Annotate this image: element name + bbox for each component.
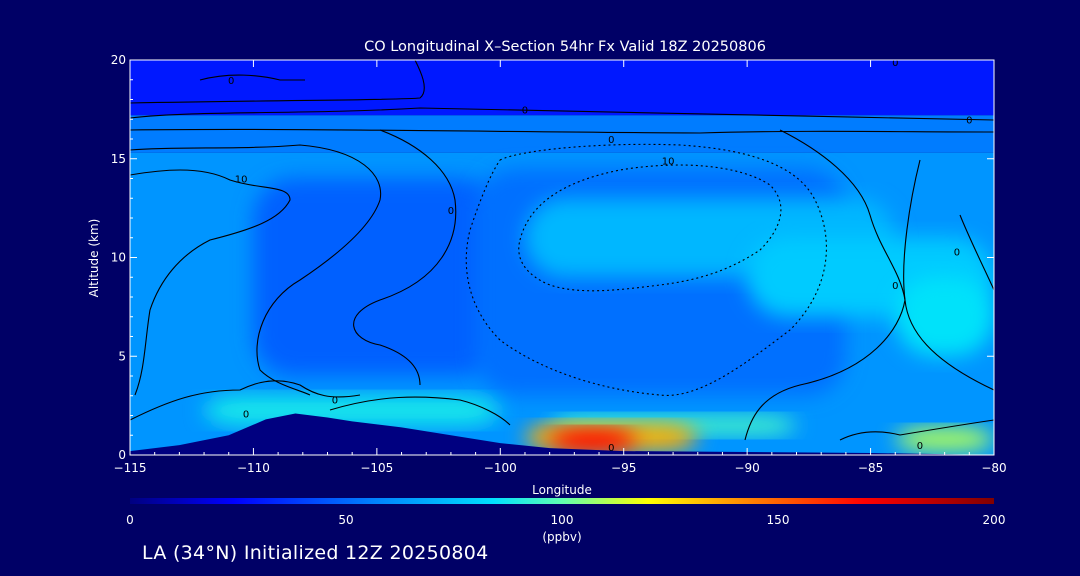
y-tick-label: 5 (118, 349, 126, 363)
contour-line (959, 214, 994, 291)
contour-line (130, 60, 425, 104)
y-tick-label: 10 (111, 251, 126, 265)
x-axis-label: Longitude (532, 483, 592, 497)
chart-title: CO Longitudinal X–Section 54hr Fx Valid … (364, 39, 766, 55)
colorbar-tick-label: 150 (767, 513, 790, 527)
contour-label: 0 (228, 76, 234, 87)
colorbar-tick-label: 50 (338, 513, 353, 527)
contour-labels: 0 0 0 0 0 10 10 10 0 0 0 0 0 0 0 (50, 58, 972, 454)
footer-info: LA (34°N) Initialized 12Z 20250804 (142, 542, 489, 564)
x-tick-label: −85 (858, 461, 883, 475)
contour-line (353, 129, 457, 386)
contour-line (199, 74, 305, 81)
contour-line (903, 159, 994, 391)
contour-label: 0 (608, 443, 614, 454)
colorbar (130, 498, 994, 504)
contour-label: 0 (892, 281, 898, 292)
co-region (253, 178, 501, 376)
colorbar-tick-label: 100 (551, 513, 574, 527)
colorbar-unit: (ppbv) (542, 530, 581, 544)
contour-label: 10 (50, 380, 63, 391)
contour-label: 0 (243, 410, 249, 421)
contour-line (130, 107, 994, 121)
contour-label: 0 (608, 135, 614, 146)
terrain (130, 413, 994, 455)
co-field (130, 60, 994, 455)
x-tick-label: −95 (611, 461, 636, 475)
contour-line (329, 396, 511, 426)
co-region (895, 277, 994, 357)
x-tick-label: −110 (237, 461, 270, 475)
contour-line (839, 419, 994, 441)
contour-line (130, 128, 994, 134)
co-region (895, 427, 994, 452)
colorbar-ticks: 0 50 100 150 200 (126, 513, 1005, 527)
x-tick-label: −90 (734, 461, 759, 475)
x-tick-label: −80 (981, 461, 1006, 475)
x-tick-label: −105 (360, 461, 393, 475)
contour-label: 0 (954, 248, 960, 259)
y-axis: 0 5 10 15 20 (111, 53, 994, 462)
contour-label: 10 (662, 157, 675, 168)
y-tick-label: 20 (111, 53, 126, 67)
y-tick-label: 15 (111, 152, 126, 166)
contour-label: 0 (332, 396, 338, 407)
contour-lines (130, 60, 994, 441)
negative-contours (465, 143, 827, 396)
plot-area: 0 0 0 0 0 10 10 10 0 0 0 0 0 0 0 (50, 58, 994, 455)
contour-label: 0 (522, 105, 528, 116)
y-tick-label: 0 (118, 448, 126, 462)
x-tick-label: −100 (484, 461, 517, 475)
contour-label: 0 (966, 115, 972, 126)
contour-line (518, 164, 782, 292)
contour-label: 0 (917, 441, 923, 452)
contour-line (130, 144, 382, 396)
contour-line (465, 143, 827, 396)
co-region (130, 60, 994, 116)
y-axis-label: Altitude (km) (87, 219, 101, 298)
colorbar-tick-label: 200 (983, 513, 1006, 527)
contour-label: 0 (892, 58, 898, 69)
contour-line (130, 380, 361, 421)
contour-line (130, 169, 291, 396)
contour-label: 10 (235, 175, 248, 186)
x-axis: −115 −110 −105 −100 −95 −90 −85 −80 (114, 60, 1007, 475)
contour-label: 0 (448, 206, 454, 217)
co-region (549, 429, 637, 452)
colorbar-tick-label: 0 (126, 513, 134, 527)
x-tick-label: −115 (114, 461, 147, 475)
